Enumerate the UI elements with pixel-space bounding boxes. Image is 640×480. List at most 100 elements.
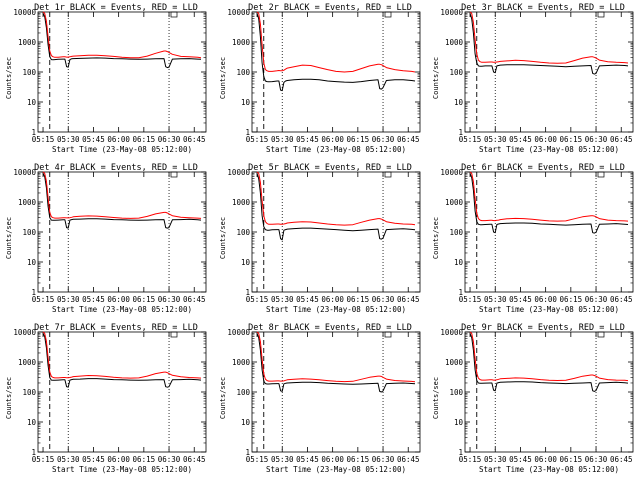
x-tick-label: 05:30	[57, 455, 80, 464]
x-tick-label: 05:30	[271, 135, 294, 144]
x-tick-label: 05:15	[32, 135, 55, 144]
x-axis-label: Start Time (23-May-08 05:12:00)	[479, 465, 619, 474]
orbit-marker-box	[384, 331, 392, 338]
y-tick-label: 10000	[13, 328, 36, 337]
x-tick-label: 06:15	[133, 295, 156, 304]
y-tick-label: 100	[449, 228, 463, 237]
x-tick-label: 05:15	[459, 135, 482, 144]
x-tick-label: 05:30	[484, 135, 507, 144]
y-axis-label: Counts/sec	[219, 217, 227, 259]
y-tick-label: 10	[27, 258, 37, 267]
x-tick-label: 06:45	[397, 455, 420, 464]
series-line-events	[469, 173, 629, 234]
x-tick-label: 06:45	[610, 455, 633, 464]
chart-panel-3: Det 3r BLACK = Events, RED = LLD 1 10 100 10…	[432, 3, 634, 154]
y-tick-label: 1	[31, 128, 36, 137]
x-tick-label: 06:00	[107, 135, 130, 144]
series-line-lld	[42, 11, 202, 59]
plot-frame	[464, 331, 634, 453]
x-tick-label: 05:45	[509, 295, 532, 304]
x-tick-label: 06:00	[107, 455, 130, 464]
x-tick-label: 06:15	[133, 135, 156, 144]
plot-frame	[37, 331, 207, 453]
y-axis-label: Counts/sec	[219, 57, 227, 99]
chart-panel-9: Det 9r BLACK = Events, RED = LLD 1 10 100 10…	[432, 323, 634, 474]
orbit-marker-box	[597, 171, 605, 178]
x-tick-label: 05:30	[271, 295, 294, 304]
chart-title: Det 2r BLACK = Events, RED = LLD	[248, 3, 412, 13]
y-tick-label: 100	[22, 68, 36, 77]
y-axis-label: Counts/sec	[5, 377, 13, 419]
y-tick-label: 1	[31, 288, 36, 297]
y-axis-label: Counts/sec	[432, 377, 440, 419]
y-axis-label: Counts/sec	[219, 377, 227, 419]
plot-frame	[251, 11, 421, 133]
y-tick-label: 100	[236, 228, 250, 237]
x-tick-label: 05:15	[246, 295, 269, 304]
y-tick-label: 10	[454, 258, 464, 267]
y-tick-label: 1	[245, 448, 250, 457]
x-tick-label: 06:30	[158, 135, 181, 144]
chart-panel-6: Det 6r BLACK = Events, RED = LLD 1 10 100 10…	[432, 163, 634, 314]
x-axis-label: Start Time (23-May-08 05:12:00)	[266, 305, 406, 314]
plot-frame	[251, 331, 421, 453]
series-line-events	[42, 173, 202, 229]
x-tick-label: 06:15	[347, 135, 370, 144]
y-tick-label: 1	[458, 448, 463, 457]
y-tick-label: 10000	[440, 328, 463, 337]
y-tick-label: 1000	[445, 198, 464, 207]
y-tick-label: 10	[27, 98, 37, 107]
y-tick-label: 1	[245, 128, 250, 137]
x-axis-label: Start Time (23-May-08 05:12:00)	[266, 465, 406, 474]
x-tick-label: 06:30	[158, 455, 181, 464]
x-tick-label: 06:45	[397, 135, 420, 144]
y-tick-label: 10000	[440, 8, 463, 17]
x-tick-label: 05:45	[296, 135, 319, 144]
x-tick-label: 05:45	[296, 295, 319, 304]
y-tick-label: 100	[449, 68, 463, 77]
y-tick-label: 100	[22, 388, 36, 397]
series-line-events	[256, 173, 416, 241]
x-tick-label: 05:30	[484, 455, 507, 464]
y-tick-label: 10000	[440, 168, 463, 177]
series-line-lld	[42, 171, 202, 219]
chart-panel-7: Det 7r BLACK = Events, RED = LLD 1 10 100 10…	[5, 323, 207, 474]
x-tick-label: 06:00	[321, 135, 344, 144]
x-axis-label: Start Time (23-May-08 05:12:00)	[52, 465, 192, 474]
x-tick-label: 05:45	[509, 135, 532, 144]
y-axis-label: Counts/sec	[432, 217, 440, 259]
x-tick-label: 06:30	[372, 455, 395, 464]
x-tick-label: 05:45	[296, 455, 319, 464]
x-tick-label: 06:15	[347, 455, 370, 464]
y-axis-label: Counts/sec	[432, 57, 440, 99]
series-line-events	[42, 13, 202, 69]
x-tick-label: 06:30	[585, 455, 608, 464]
y-tick-label: 10000	[227, 8, 250, 17]
plot-frame	[464, 171, 634, 293]
chart-title: Det 9r BLACK = Events, RED = LLD	[461, 323, 625, 333]
x-tick-label: 06:30	[372, 135, 395, 144]
series-line-events	[256, 13, 416, 92]
plot-frame	[37, 11, 207, 133]
x-tick-label: 06:00	[534, 455, 557, 464]
x-axis-label: Start Time (23-May-08 05:12:00)	[52, 305, 192, 314]
x-tick-label: 05:15	[32, 295, 55, 304]
x-axis-label: Start Time (23-May-08 05:12:00)	[52, 145, 192, 154]
orbit-marker-box	[170, 11, 178, 18]
x-tick-label: 05:15	[246, 135, 269, 144]
x-tick-label: 06:45	[183, 455, 206, 464]
x-tick-label: 06:15	[560, 295, 583, 304]
x-tick-label: 06:45	[610, 295, 633, 304]
x-tick-label: 06:30	[585, 295, 608, 304]
x-tick-label: 05:15	[459, 455, 482, 464]
y-tick-label: 1000	[18, 38, 37, 47]
y-tick-label: 1	[458, 288, 463, 297]
x-axis-label: Start Time (23-May-08 05:12:00)	[479, 305, 619, 314]
x-tick-label: 05:30	[57, 295, 80, 304]
orbit-marker-box	[597, 11, 605, 18]
series-line-lld	[469, 171, 629, 222]
chart-title: Det 7r BLACK = Events, RED = LLD	[34, 323, 198, 333]
x-tick-label: 06:30	[158, 295, 181, 304]
series-line-events	[42, 333, 202, 388]
y-tick-label: 10000	[227, 328, 250, 337]
